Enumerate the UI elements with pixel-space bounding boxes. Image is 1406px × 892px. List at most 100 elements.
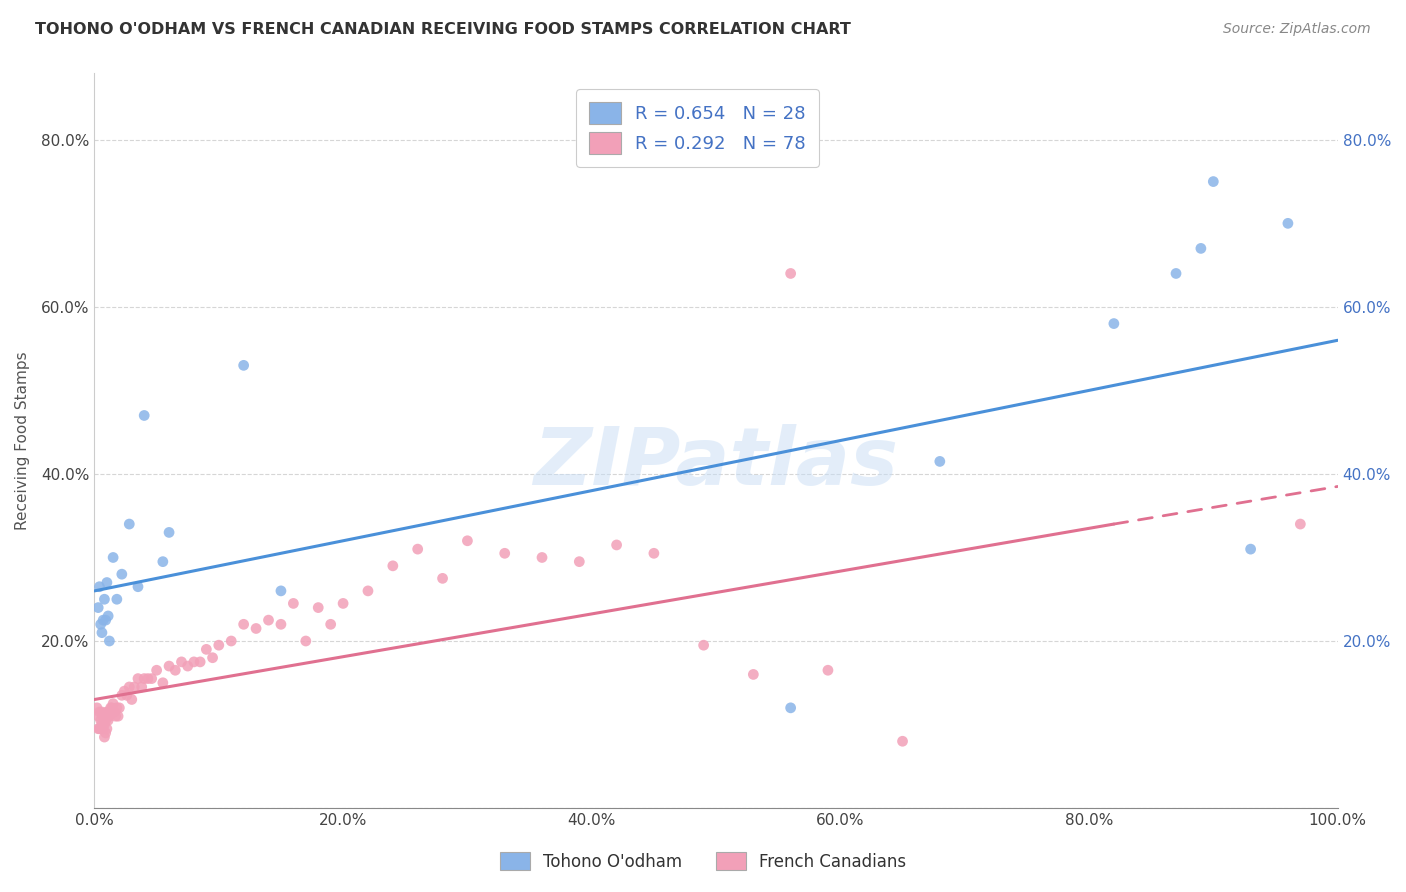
Point [1239, 542, 1261, 557]
Point [381, 558, 404, 573]
Point [170, 655, 193, 669]
Point [101, 705, 124, 719]
Point [232, 359, 254, 373]
Point [1164, 267, 1187, 281]
Point [157, 525, 180, 540]
Point [91, 722, 114, 736]
Point [90, 717, 112, 731]
Point [96, 705, 118, 719]
Point [98, 705, 121, 719]
Point [136, 672, 159, 686]
Point [141, 672, 163, 686]
Point [107, 709, 129, 723]
Point [134, 672, 156, 686]
Point [406, 542, 429, 557]
Point [152, 675, 174, 690]
Text: ZIPatlas: ZIPatlas [533, 424, 898, 501]
Point [245, 622, 267, 636]
Point [97, 609, 120, 624]
Point [219, 634, 242, 648]
Point [87, 722, 110, 736]
Point [742, 667, 765, 681]
Point [928, 454, 950, 468]
Point [86, 701, 108, 715]
Point [319, 617, 342, 632]
Point [105, 701, 128, 715]
Point [779, 267, 801, 281]
Point [145, 663, 167, 677]
Point [94, 714, 117, 728]
Point [134, 409, 156, 423]
Point [232, 617, 254, 632]
Point [87, 600, 110, 615]
Point [307, 600, 329, 615]
Point [103, 705, 125, 719]
Point [90, 625, 112, 640]
Point [94, 726, 117, 740]
Point [257, 613, 280, 627]
Point [91, 709, 114, 723]
Point [332, 596, 354, 610]
Point [90, 714, 112, 728]
Point [432, 571, 454, 585]
Point [208, 638, 231, 652]
Point [89, 705, 111, 719]
Point [1289, 517, 1312, 532]
Y-axis label: Receiving Food Stamps: Receiving Food Stamps [15, 351, 30, 530]
Point [98, 634, 121, 648]
Point [131, 680, 153, 694]
Point [89, 722, 111, 736]
Point [357, 583, 380, 598]
Point [779, 701, 801, 715]
Point [91, 613, 114, 627]
Point [105, 592, 128, 607]
Point [295, 634, 318, 648]
Point [111, 688, 134, 702]
Point [118, 517, 141, 532]
Text: TOHONO O'ODHAM VS FRENCH CANADIAN RECEIVING FOOD STAMPS CORRELATION CHART: TOHONO O'ODHAM VS FRENCH CANADIAN RECEIV… [35, 22, 851, 37]
Point [90, 617, 112, 632]
Point [100, 701, 122, 715]
Point [89, 580, 111, 594]
Legend: R = 0.654   N = 28, R = 0.292   N = 78: R = 0.654 N = 28, R = 0.292 N = 78 [576, 89, 818, 167]
Point [188, 655, 211, 669]
Point [606, 538, 628, 552]
Point [891, 734, 914, 748]
Point [98, 709, 121, 723]
Point [101, 697, 124, 711]
Point [157, 659, 180, 673]
Point [97, 714, 120, 728]
Point [183, 655, 205, 669]
Point [97, 705, 120, 719]
Point [112, 684, 135, 698]
Point [643, 546, 665, 560]
Point [87, 709, 110, 723]
Point [195, 642, 218, 657]
Point [530, 550, 553, 565]
Point [127, 672, 149, 686]
Point [568, 555, 591, 569]
Point [152, 555, 174, 569]
Point [283, 596, 305, 610]
Point [122, 680, 145, 694]
Point [692, 638, 714, 652]
Point [270, 583, 292, 598]
Point [101, 550, 124, 565]
Text: Source: ZipAtlas.com: Source: ZipAtlas.com [1223, 22, 1371, 37]
Point [115, 688, 138, 702]
Point [1189, 241, 1212, 255]
Point [165, 663, 187, 677]
Point [1202, 175, 1225, 189]
Point [817, 663, 839, 677]
Point [1102, 317, 1125, 331]
Point [104, 709, 127, 723]
Point [201, 650, 224, 665]
Point [121, 692, 143, 706]
Point [118, 680, 141, 694]
Point [108, 701, 131, 715]
Point [93, 592, 115, 607]
Point [101, 701, 124, 715]
Point [93, 730, 115, 744]
Point [456, 533, 478, 548]
Point [494, 546, 516, 560]
